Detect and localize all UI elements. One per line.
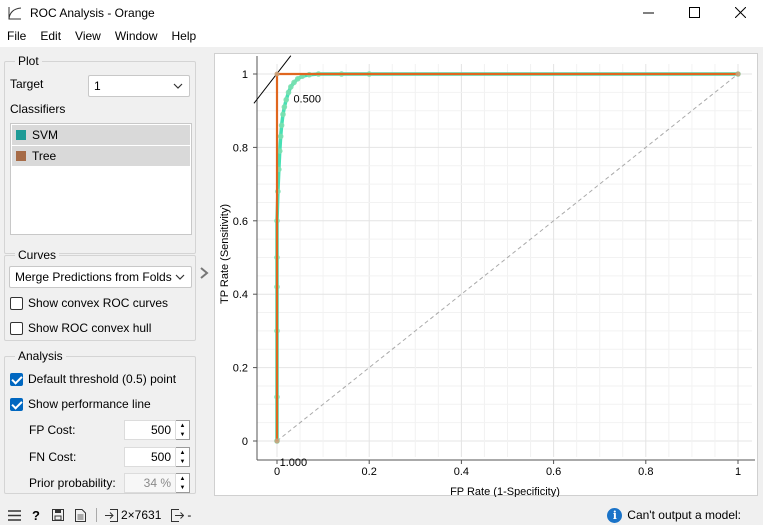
input-data-icon [103,507,119,523]
series-point-tree [274,438,280,444]
x-tick-label: 0.8 [638,466,653,478]
fp-cost-label: FP Cost: [29,423,76,437]
prior-probability-label: Prior probability: [29,476,116,490]
y-tick-label: 1 [242,69,248,81]
series-point-tree [735,71,741,77]
spin-up-icon[interactable]: ▲ [179,449,186,456]
status-bar: ? 2×7631 - i Can't output a model: [0,505,763,525]
roc-plot-area[interactable]: 0 0.2 0.4 0.6 0.8 1 0 0.2 0.4 0.6 0.8 1 FP Rate (1-S… [214,53,759,497]
y-tick-label: 0.6 [233,216,248,228]
menu-file[interactable]: File [7,28,27,43]
output-data-icon [169,507,185,523]
classifier-item-tree[interactable]: Tree [12,146,190,166]
target-combo[interactable]: 1 [88,75,190,97]
output-data-summary: - [187,508,192,522]
roc-app-icon [8,6,22,20]
series-point-svm [281,104,288,110]
default-threshold-checkbox[interactable] [10,372,23,386]
input-data-summary: 2×7631 [121,508,162,522]
y-tick-label: 0.2 [233,363,248,375]
analysis-group: Analysis Default threshold (0.5) point S… [4,349,196,494]
spin-down-icon[interactable]: ▼ [179,458,186,465]
maximize-button[interactable] [671,0,717,25]
info-icon: i [607,507,623,523]
y-tick-label: 0 [242,436,248,448]
prior-probability-field[interactable]: 34 % [124,473,176,493]
svm-color-swatch [16,130,26,140]
curves-group-title: Curves [15,248,60,262]
default-threshold-option[interactable]: Default threshold (0.5) point [10,372,176,386]
classifiers-label: Classifiers [10,102,66,116]
series-point-svm [294,75,301,82]
minimize-button[interactable] [625,0,671,25]
hamburger-menu-icon[interactable] [6,507,22,523]
series-point-svm [283,96,290,103]
plot-group: Plot Target 1 Classifiers SVM Tree [4,54,196,254]
series-point-svm [276,148,283,154]
analysis-group-title: Analysis [15,349,66,363]
series-point-svm [280,111,286,118]
series-point-svm [291,79,297,86]
fp-cost-field[interactable]: 500 [124,420,176,440]
x-axis-label: FP Rate (1-Specificity) [450,486,560,497]
window-title: ROC Analysis - Orange [30,5,155,20]
tree-color-swatch [16,151,26,161]
target-label: Target [10,77,44,91]
convex-curves-option[interactable]: Show convex ROC curves [10,296,168,310]
classifiers-list[interactable]: SVM Tree [10,123,192,235]
plot-group-title: Plot [15,54,42,68]
fn-cost-field[interactable]: 500 [124,447,176,467]
merge-folds-combo[interactable]: Merge Predictions from Folds [9,266,192,288]
chevron-down-icon [175,274,185,280]
close-button[interactable] [717,0,763,25]
threshold-label: 0.500 [293,94,321,106]
series-point-svm [288,84,294,90]
spin-up-icon[interactable]: ▲ [179,475,186,482]
fn-cost-spinbox[interactable]: 500 ▲ ▼ [124,447,190,467]
save-icon[interactable] [50,507,66,523]
y-tick-label: 0.4 [233,289,248,301]
roc-chart[interactable]: 0 0.2 0.4 0.6 0.8 1 0 0.2 0.4 0.6 0.8 1 FP Rate (1-S… [215,54,759,497]
curves-group: Curves Merge Predictions from Folds Show… [4,248,196,341]
series-point-svm [278,122,285,129]
collapse-panel-icon[interactable] [199,266,211,282]
menu-view[interactable]: View [75,28,101,43]
x-tick-label: 0.4 [454,466,469,478]
control-panel: Plot Target 1 Classifiers SVM Tree [0,48,204,495]
fn-cost-label: FN Cost: [29,450,77,464]
spin-down-icon[interactable]: ▼ [179,484,186,491]
y-tick-label: 0.8 [233,142,248,154]
series-point-svm [285,89,292,96]
menu-window[interactable]: Window [114,28,158,43]
menu-bar: File Edit View Window Help [0,25,763,48]
performance-line-option[interactable]: Show performance line [10,397,151,411]
menu-help[interactable]: Help [171,28,197,43]
x-tick-label: 1 [735,466,741,478]
status-message[interactable]: i Can't output a model: [607,505,741,525]
performance-line-checkbox[interactable] [10,397,23,411]
chance-diagonal [276,73,739,442]
performance-line [253,55,292,104]
x-tick-label: 0.6 [546,466,561,478]
convex-hull-checkbox[interactable] [10,321,23,335]
prior-probability-spinbox[interactable]: 34 % ▲ ▼ [124,473,190,493]
menu-edit[interactable]: Edit [40,28,62,43]
classifier-item-svm[interactable]: SVM [12,125,190,145]
series-point-tree [274,71,280,77]
threshold-label: 1.000 [280,457,308,469]
fp-cost-spinbox[interactable]: 500 ▲ ▼ [124,420,190,440]
help-icon[interactable]: ? [32,507,40,523]
y-axis-label: TP Rate (Sensitivity) [219,204,231,304]
series-point-svm [277,133,284,140]
x-tick-label: 0.2 [362,466,377,478]
convex-hull-option[interactable]: Show ROC convex hull [10,321,151,335]
spin-down-icon[interactable]: ▼ [179,431,186,438]
title-bar: ROC Analysis - Orange [0,0,763,25]
chevron-down-icon [173,83,183,89]
spin-up-icon[interactable]: ▲ [179,422,186,429]
report-icon[interactable] [72,507,88,523]
convex-curves-checkbox[interactable] [10,296,23,310]
x-tick-label: 0 [274,466,280,478]
